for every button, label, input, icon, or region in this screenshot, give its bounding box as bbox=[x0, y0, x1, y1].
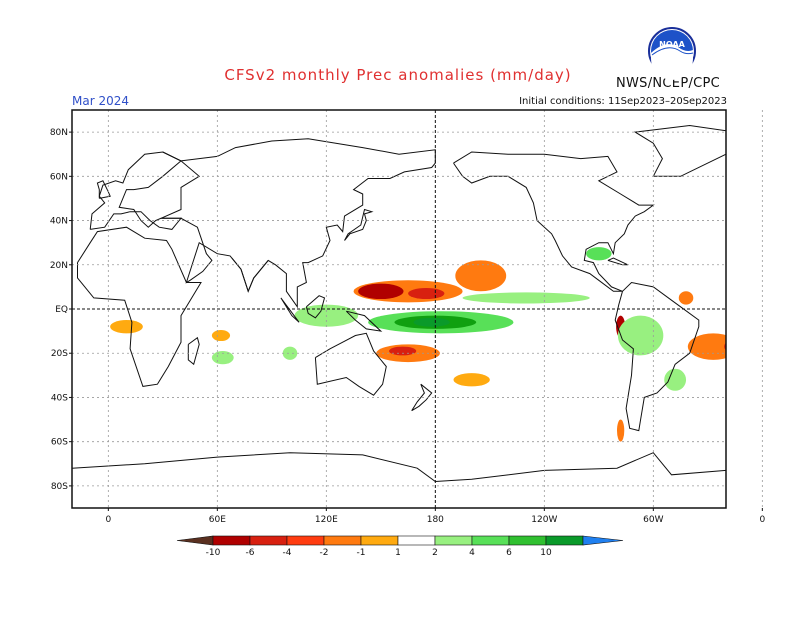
europe-outline bbox=[89, 151, 183, 230]
lon-tick-label: 60W bbox=[643, 515, 663, 525]
graticule bbox=[72, 110, 763, 508]
lat-tick-label: 20N bbox=[50, 261, 68, 271]
legend-label: 2 bbox=[432, 548, 438, 558]
anomaly-patch bbox=[389, 346, 417, 356]
latitude-labels: 80N 60N 40N 20N EQ 20S 40S 60S 80S bbox=[50, 128, 72, 492]
map-title: CFSv2 monthly Prec anomalies (mm/day) bbox=[224, 66, 572, 84]
anomaly-patch bbox=[110, 320, 143, 334]
lat-tick-label: 60S bbox=[51, 438, 68, 448]
japan-outline bbox=[344, 208, 374, 241]
lon-tick-label: 180 bbox=[427, 515, 444, 525]
anomaly-patch bbox=[282, 346, 298, 360]
legend-label: -10 bbox=[206, 548, 221, 558]
legend-swatch bbox=[249, 535, 288, 546]
sumatra-outline bbox=[280, 297, 300, 323]
legend-arrow-low bbox=[176, 535, 214, 546]
legend-swatch bbox=[471, 535, 510, 546]
lat-tick-label: 20S bbox=[51, 349, 68, 359]
organization-label: NWS/NCEP/CPC bbox=[616, 76, 721, 91]
lat-tick-label: 40N bbox=[50, 217, 68, 227]
anomaly-patch bbox=[462, 292, 590, 304]
initial-conditions: Initial conditions: 11Sep2023–20Sep2023 bbox=[519, 96, 727, 107]
madagascar-outline bbox=[187, 336, 200, 366]
borneo-outline bbox=[305, 295, 326, 319]
anomaly-patch bbox=[739, 320, 761, 333]
uk-outline bbox=[96, 180, 111, 199]
antarctica-outline bbox=[72, 452, 726, 483]
newguinea-outline bbox=[345, 310, 383, 332]
lat-tick-label: EQ bbox=[55, 305, 68, 315]
lon-tick-label: 120W bbox=[531, 515, 557, 525]
india-outline bbox=[231, 257, 269, 293]
legend-swatch bbox=[508, 535, 547, 546]
anomaly-patch bbox=[586, 247, 612, 261]
legend-label: 6 bbox=[506, 548, 512, 558]
legend-swatch bbox=[286, 535, 325, 546]
legend-swatch bbox=[545, 535, 584, 546]
lon-tick-label: 0 bbox=[759, 515, 765, 525]
coastlines bbox=[72, 124, 726, 483]
legend-label: -6 bbox=[246, 548, 255, 558]
legend-label: -1 bbox=[357, 548, 366, 558]
color-legend: -10 -6 -4 -2 -1 1 2 4 6 10 bbox=[176, 535, 624, 558]
noaa-logo: NOAA bbox=[648, 27, 696, 80]
anomaly-patch bbox=[358, 283, 404, 300]
anomaly-patch bbox=[678, 291, 694, 305]
noaa-logo-text: NOAA bbox=[659, 40, 685, 49]
lat-tick-label: 80S bbox=[51, 482, 68, 492]
legend-label: 10 bbox=[540, 548, 552, 558]
lon-tick-label: 0 bbox=[105, 515, 111, 525]
anomaly-patch bbox=[664, 368, 687, 391]
cuba-outline bbox=[607, 257, 629, 266]
forecast-month: Mar 2024 bbox=[72, 94, 129, 108]
anomaly-layer bbox=[110, 247, 761, 442]
africa-outline bbox=[77, 226, 202, 387]
legend-label: 4 bbox=[469, 548, 475, 558]
legend-swatch bbox=[212, 535, 251, 546]
australia-outline bbox=[314, 332, 387, 396]
anomaly-patch bbox=[408, 287, 445, 300]
anomaly-patch bbox=[211, 330, 231, 342]
greenland-outline bbox=[633, 124, 726, 177]
legend-label: 1 bbox=[395, 548, 401, 558]
nz-outline bbox=[411, 383, 433, 412]
legend-swatch bbox=[360, 535, 399, 546]
lat-tick-label: 40S bbox=[51, 393, 68, 403]
anomaly-patch bbox=[617, 419, 625, 442]
legend-arrow-high bbox=[582, 535, 624, 546]
anomaly-patch bbox=[453, 373, 490, 387]
anomaly-patch bbox=[617, 315, 664, 356]
legend-swatch bbox=[323, 535, 362, 546]
legend-swatch bbox=[434, 535, 473, 546]
anomaly-patch bbox=[413, 317, 450, 327]
asia-outline bbox=[160, 138, 436, 309]
lat-tick-label: 80N bbox=[50, 128, 68, 138]
lat-tick-label: 60N bbox=[50, 172, 68, 182]
longitude-labels: 0 60E 120E 180 120W 60W 0 bbox=[105, 508, 765, 525]
lon-tick-label: 120E bbox=[315, 515, 338, 525]
anomaly-patch bbox=[455, 260, 507, 292]
southamerica-outline bbox=[614, 281, 700, 432]
lon-tick-label: 60E bbox=[209, 515, 226, 525]
legend-swatch bbox=[397, 535, 436, 546]
legend-label: -2 bbox=[320, 548, 329, 558]
legend-label: -4 bbox=[283, 548, 292, 558]
